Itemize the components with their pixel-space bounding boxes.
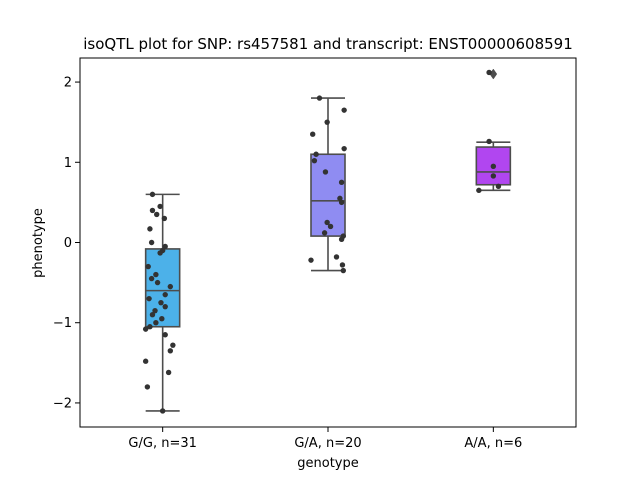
data-point — [333, 254, 340, 260]
data-point — [154, 211, 160, 218]
data-point — [147, 324, 153, 330]
data-point — [158, 299, 164, 306]
data-point — [157, 203, 163, 210]
data-point — [341, 145, 347, 152]
data-point — [142, 326, 149, 332]
box-group — [142, 191, 181, 414]
data-point — [148, 275, 155, 282]
data-point — [495, 183, 502, 190]
y-tick-label: −2 — [53, 396, 72, 411]
data-point — [338, 236, 345, 242]
plot-area — [142, 68, 512, 414]
data-point — [165, 369, 172, 376]
chart-title: isoQTL plot for SNP: rs457581 and transc… — [83, 35, 573, 53]
data-point — [313, 151, 319, 157]
data-point — [146, 295, 152, 302]
data-point — [341, 107, 347, 113]
data-point — [147, 226, 153, 232]
data-point — [153, 320, 159, 326]
data-point — [167, 283, 174, 290]
x-axis: G/G, n=31 G/A, n=20 A/A, n=6 — [128, 427, 522, 451]
data-point — [340, 267, 346, 274]
x-tick-label: G/G, n=31 — [128, 436, 196, 451]
y-tick-label: 2 — [64, 76, 72, 91]
data-point — [162, 243, 168, 250]
data-point — [170, 342, 176, 348]
data-point — [322, 169, 329, 175]
x-axis-label: genotype — [297, 456, 358, 471]
box-group — [308, 95, 347, 274]
data-point — [157, 250, 163, 256]
data-point — [324, 219, 330, 226]
box-group — [475, 68, 512, 194]
x-tick-label: G/A, n=20 — [294, 436, 361, 451]
data-point — [159, 316, 165, 322]
data-point — [149, 311, 156, 318]
data-point — [316, 95, 323, 101]
y-axis-label: phenotype — [31, 208, 46, 278]
data-point — [149, 207, 156, 214]
data-point — [476, 187, 482, 194]
data-point — [338, 199, 345, 206]
y-tick-label: 0 — [64, 236, 72, 251]
data-point — [149, 191, 156, 198]
data-point — [162, 303, 168, 310]
data-point — [310, 131, 316, 137]
data-point — [162, 291, 168, 298]
data-point — [159, 408, 166, 414]
data-point — [145, 263, 151, 270]
data-point — [486, 138, 492, 145]
data-point — [161, 215, 168, 222]
y-tick-label: 1 — [64, 156, 72, 171]
y-tick-label: −1 — [53, 316, 72, 331]
data-point — [152, 307, 158, 314]
data-point — [142, 358, 149, 364]
x-tick-label: A/A, n=6 — [464, 436, 522, 451]
data-point — [327, 223, 334, 230]
data-point — [324, 119, 330, 125]
data-point — [311, 157, 318, 164]
data-point — [153, 271, 159, 278]
data-point — [490, 163, 497, 169]
y-axis: −2 −1 0 1 2 — [53, 76, 80, 411]
data-point — [167, 348, 174, 354]
data-point — [490, 173, 497, 179]
data-point — [486, 69, 492, 76]
data-point — [339, 262, 346, 268]
data-point — [154, 279, 161, 286]
data-point — [144, 384, 151, 390]
data-point — [162, 332, 168, 338]
data-point — [148, 239, 155, 246]
data-point — [308, 257, 314, 263]
data-point — [321, 230, 328, 236]
data-point — [338, 179, 345, 186]
